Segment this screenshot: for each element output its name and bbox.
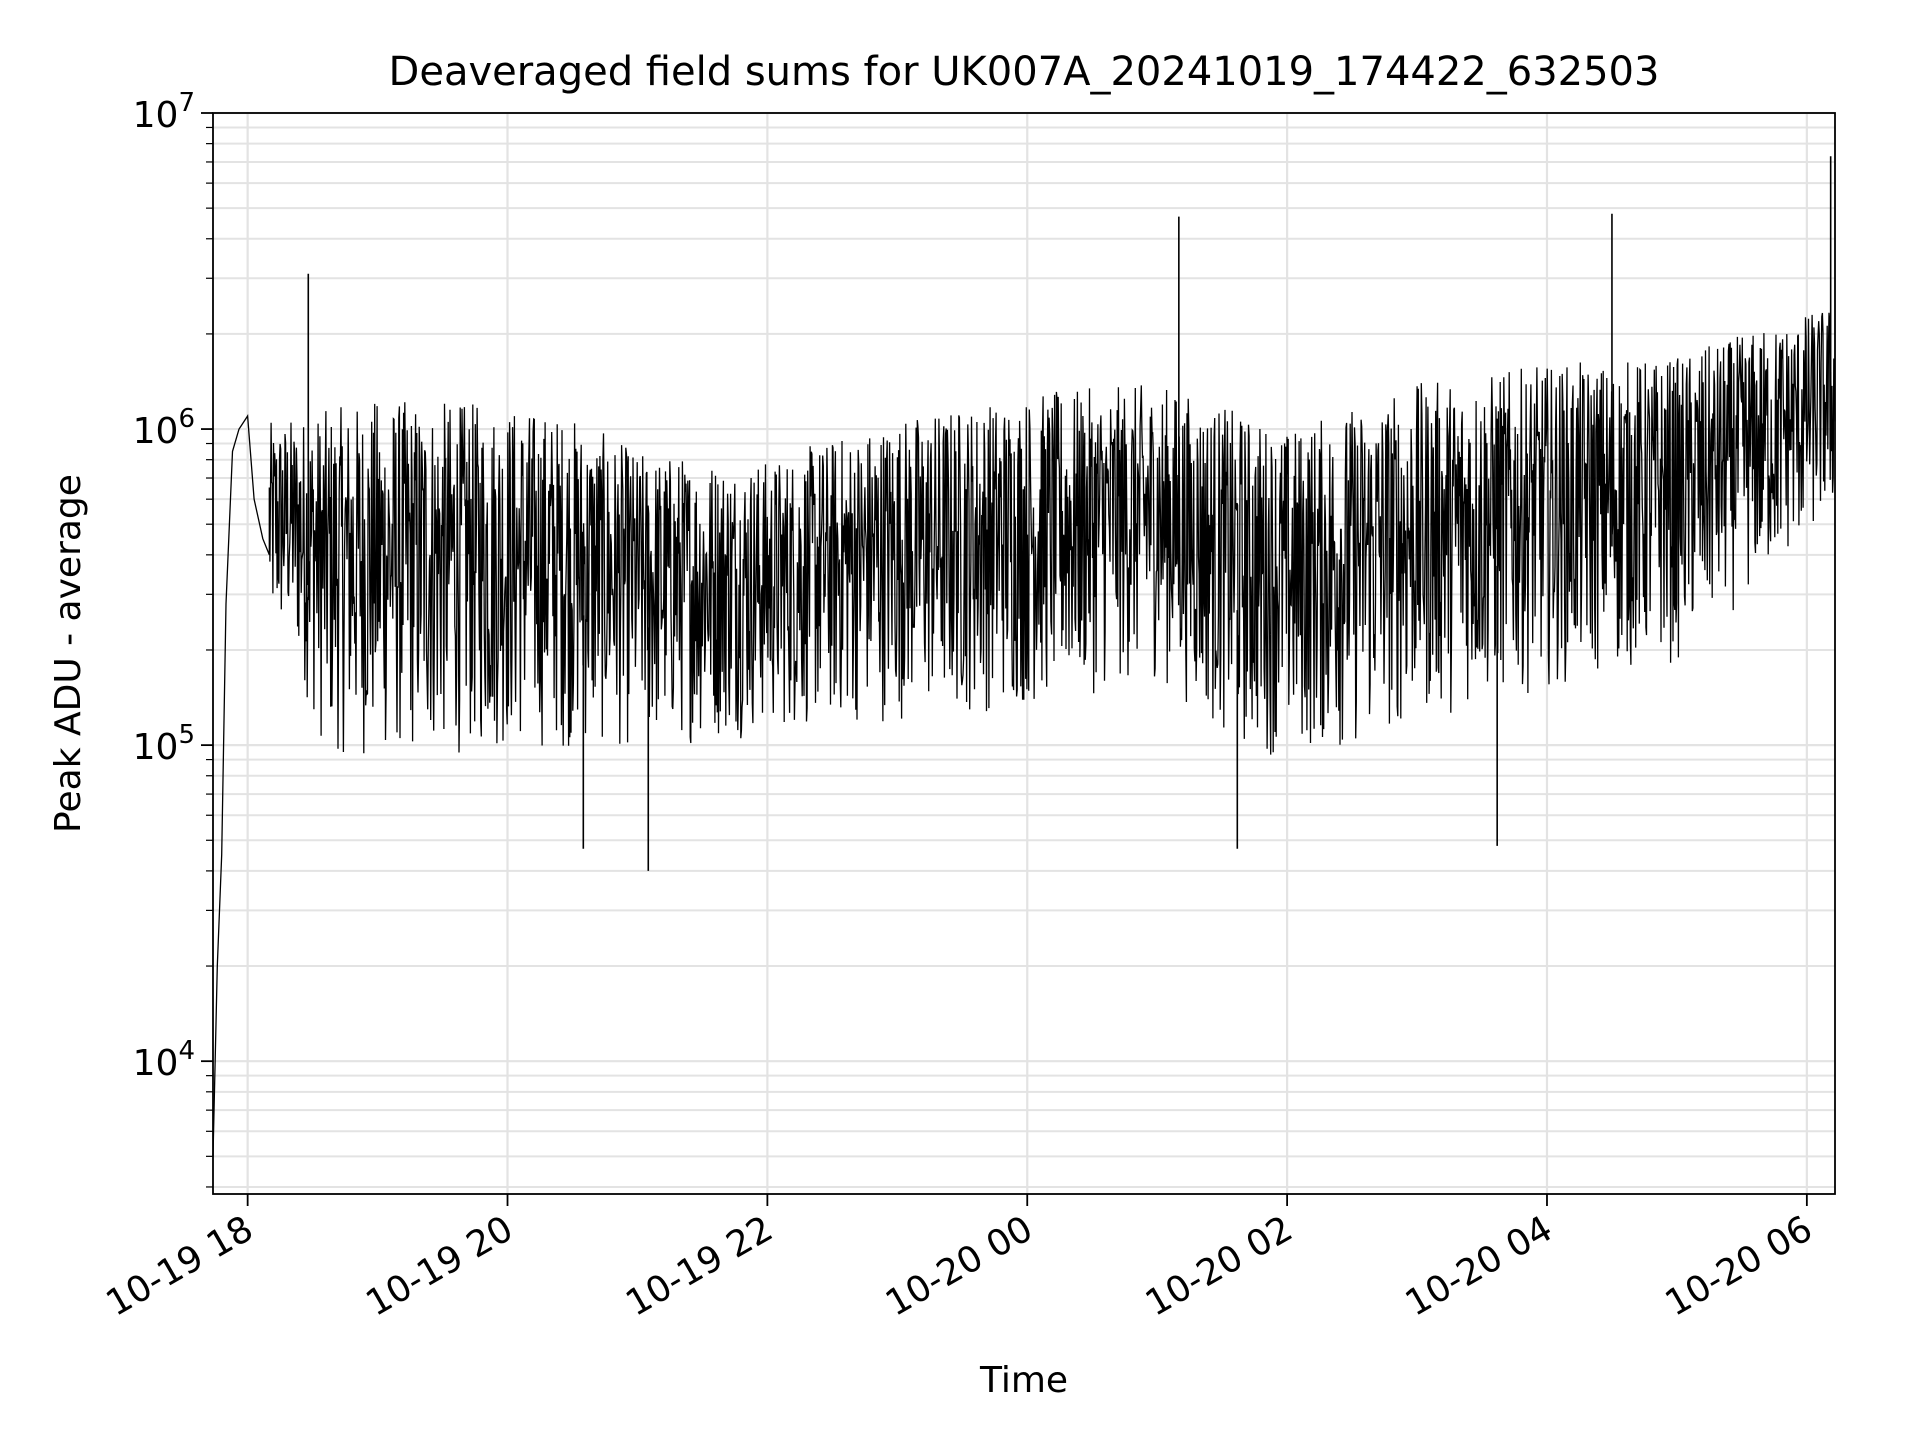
y-tick-label: 104 xyxy=(133,1036,195,1084)
chart-title: Deaveraged field sums for UK007A_2024101… xyxy=(389,49,1660,95)
y-tick-exponent: 6 xyxy=(178,404,195,434)
y-tick-exponent: 4 xyxy=(178,1036,195,1066)
y-tick-base: 10 xyxy=(133,95,179,136)
data-layer xyxy=(212,156,1836,1157)
y-tick-exponent: 5 xyxy=(178,720,195,750)
y-tick-exponent: 7 xyxy=(178,88,195,118)
y-tick-label: 107 xyxy=(133,88,195,136)
y-tick-base: 10 xyxy=(133,411,179,452)
y-tick-label: 105 xyxy=(133,720,195,768)
y-tick-base: 10 xyxy=(133,1043,179,1084)
x-axis-label: Time xyxy=(979,1360,1068,1401)
y-tick-base: 10 xyxy=(133,727,179,768)
plot-frame xyxy=(212,112,1836,1195)
y-tick-label: 106 xyxy=(133,404,195,452)
y-axis-label: Peak ADU - average xyxy=(48,474,89,833)
series-line xyxy=(212,312,1836,1157)
